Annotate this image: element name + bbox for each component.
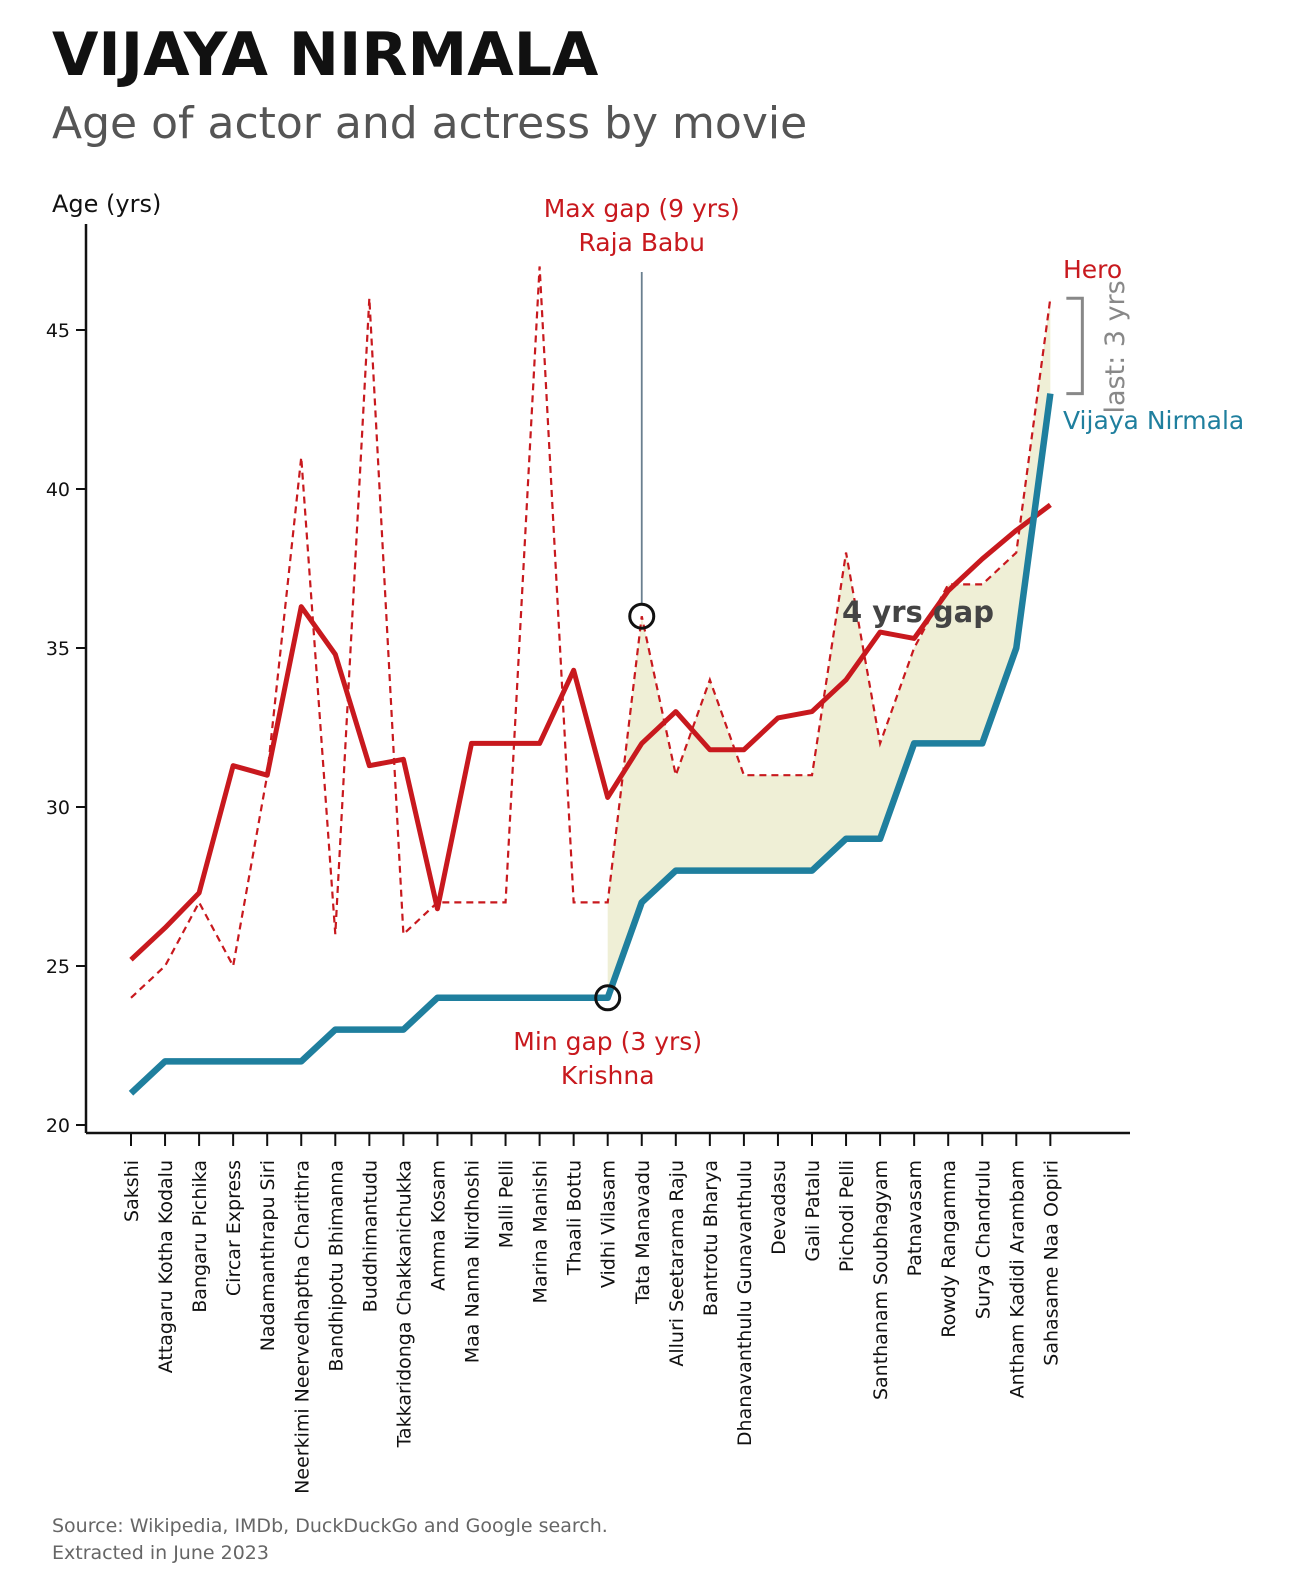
last-gap-bracket: [1066, 296, 1084, 396]
x-tick-label: Alluri Seetarama Raju: [666, 1160, 688, 1367]
y-tick-label: 30: [46, 797, 70, 819]
min-gap-movie: Krishna: [561, 1061, 655, 1090]
x-tick-label: Surya Chandrulu: [972, 1160, 994, 1319]
max-gap-label: Max gap (9 yrs): [544, 194, 740, 223]
hero-legend-label: Hero: [1063, 255, 1122, 284]
x-tick-label: Patnavasam: [904, 1160, 926, 1276]
last-gap-label: last: 3 yrs: [1100, 280, 1131, 413]
hero-age-line: [130, 266, 1052, 999]
extracted-note: Extracted in June 2023: [52, 1541, 269, 1564]
x-tick-label: Circar Express: [223, 1160, 245, 1296]
series-lines: [128, 266, 1054, 1096]
y-ticks: 20 25 30 35 40 45: [46, 320, 86, 1137]
x-tick-label: Pichodi Pelli: [836, 1160, 858, 1272]
x-tick-label: Bangaru Pichika: [189, 1160, 211, 1313]
x-tick-label: Tata Manavadu: [632, 1160, 654, 1305]
x-tick-label: Santhanam Soubhagyam: [870, 1160, 892, 1400]
annotations: Max gap (9 yrs) Raja Babu Min gap (3 yrs…: [513, 194, 1244, 1090]
x-tick-label: Thaali Bottu: [564, 1160, 586, 1276]
y-tick-label: 45: [46, 320, 70, 342]
x-tick-label: Antham Kadidi Arambam: [1006, 1160, 1028, 1398]
y-tick-label: 20: [46, 1115, 70, 1137]
gap-fill-path: [607, 298, 1051, 998]
min-gap-label: Min gap (3 yrs): [513, 1027, 702, 1056]
x-tick-label: Malli Pelli: [496, 1160, 518, 1248]
x-tick-label: Sahasame Naa Oopiri: [1040, 1160, 1062, 1366]
gap-fill-area: [607, 298, 1051, 998]
source-note: Source: Wikipedia, IMDb, DuckDuckGo and …: [52, 1515, 608, 1537]
x-tick-label: Devadasu: [768, 1160, 790, 1255]
y-tick-label: 40: [46, 479, 70, 501]
chart-footer: Source: Wikipedia, IMDb, DuckDuckGo and …: [52, 1513, 608, 1566]
x-tick-label: Amma Kosam: [427, 1160, 449, 1291]
x-tick-label: Sakshi: [121, 1160, 143, 1222]
y-axis-label: Age (yrs): [52, 190, 161, 218]
x-tick-label: Takkaridonga Chakkanichukka: [393, 1160, 415, 1448]
x-ticks: Sakshi Attagaru Kotha Kodalu Bangaru Pichi…: [121, 1133, 1062, 1494]
chart-subtitle: Age of actor and actress by movie: [52, 98, 808, 149]
x-tick-label: Dhanavanthulu Gunavanthulu: [734, 1160, 756, 1446]
actress-legend-label: Vijaya Nirmala: [1063, 406, 1244, 435]
x-tick-label: Gali Patalu: [802, 1160, 824, 1262]
hero-trend-line: [129, 502, 1052, 962]
max-gap-movie: Raja Babu: [578, 228, 705, 257]
y-tick-label: 35: [46, 638, 70, 660]
axes: Age (yrs): [52, 190, 1130, 1135]
x-tick-label: Nadamanthrapu Siri: [257, 1160, 279, 1351]
gap-label: 4 yrs gap: [842, 595, 994, 629]
x-tick-label: Attagaru Kotha Kodalu: [155, 1160, 177, 1373]
x-tick-label: Bantrotu Bharya: [700, 1160, 722, 1316]
x-tick-label: Buddhimantudu: [359, 1160, 381, 1312]
y-tick-label: 25: [46, 956, 70, 978]
x-tick-label: Bandhipotu Bhimanna: [325, 1160, 347, 1372]
x-tick-label: Vidhi Vilasam: [598, 1160, 620, 1288]
x-tick-label: Rowdy Rangamma: [938, 1160, 960, 1338]
chart-title: VIJAYA NIRMALA: [52, 20, 599, 90]
x-tick-label: Neerkimi Neervedhaptha Charithra: [291, 1160, 313, 1494]
actress-age-line: [128, 393, 1054, 1096]
x-tick-label: Maa Nanna Nirdhoshi: [462, 1160, 484, 1363]
x-tick-label: Marina Manishi: [530, 1160, 552, 1303]
max-gap-marker: [628, 602, 656, 630]
min-gap-marker: [594, 984, 622, 1012]
